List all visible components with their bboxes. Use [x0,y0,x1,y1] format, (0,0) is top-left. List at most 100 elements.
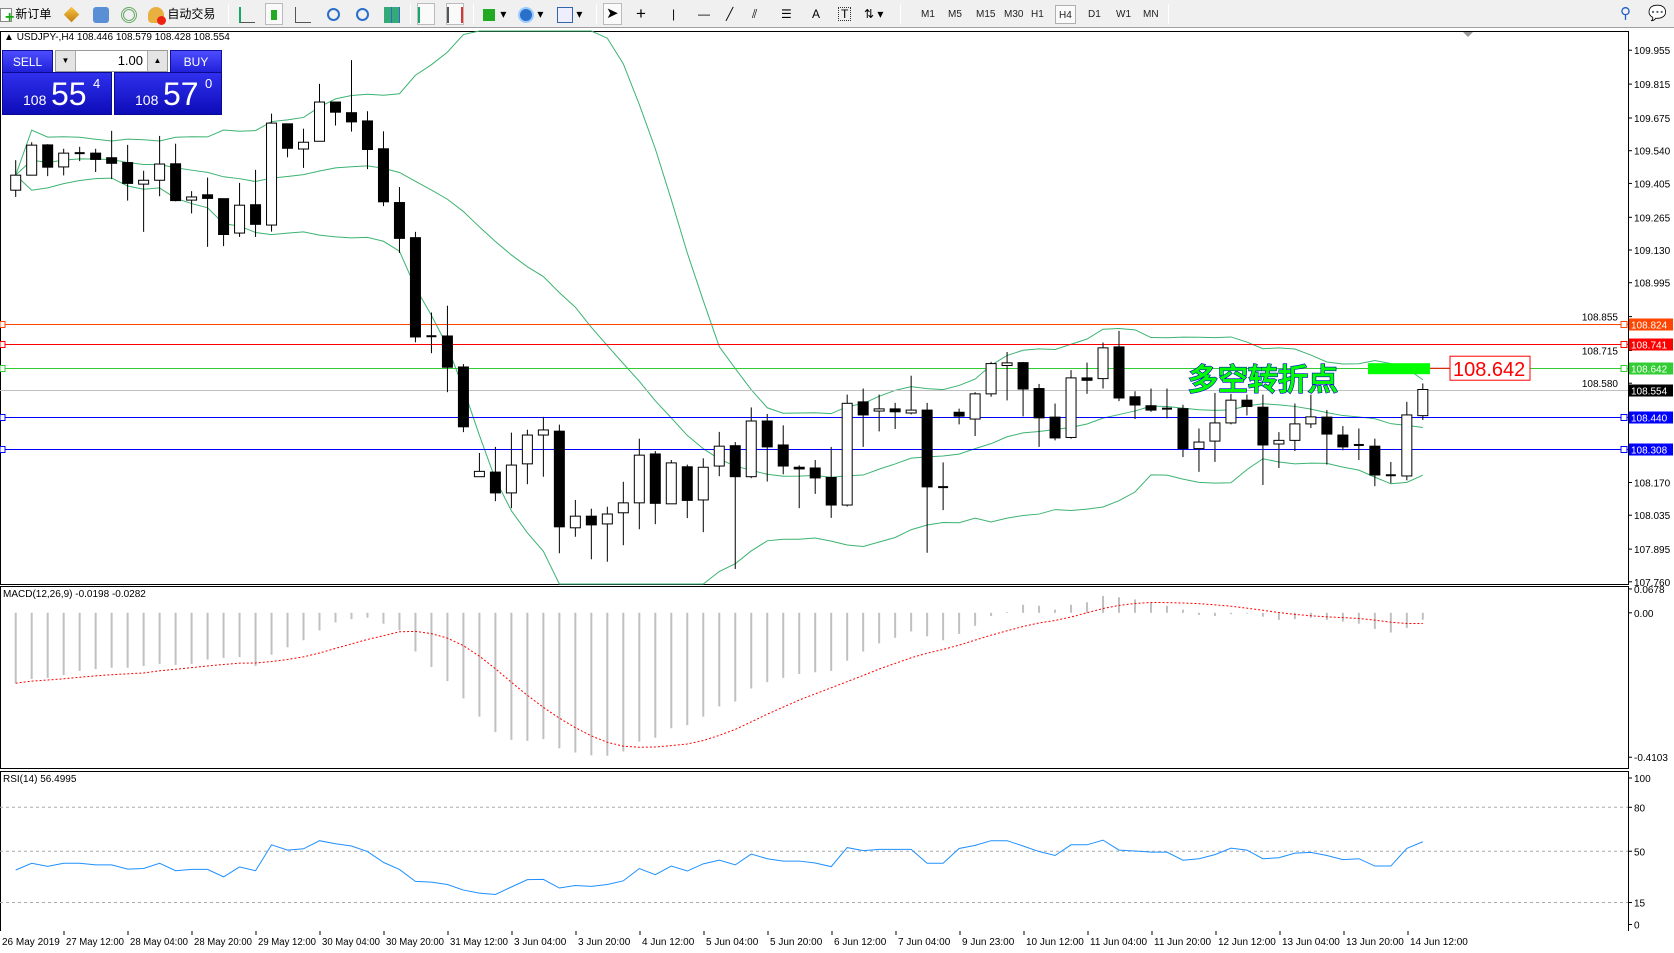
candlestick-chart-button[interactable] [265,3,283,25]
price-level-tag-label: 108.554 [1631,387,1668,398]
price-level-tag [1629,443,1673,456]
candle-body [857,401,869,416]
timeframe-m1[interactable]: M1 [921,9,935,20]
line-chart-button[interactable] [295,4,311,24]
arrows-icon: ⇅ ▾ [864,7,884,21]
candle-body [649,453,661,504]
lot-size-stepper[interactable]: ▼ 1.00 ▲ [55,50,168,72]
level-anchor [0,446,6,453]
text-label-button[interactable]: T [838,7,852,21]
text-button[interactable]: A [812,4,820,24]
chart-shift-icon [447,6,463,23]
lot-size-input[interactable]: 1.00 [117,53,143,68]
timeframe-w1[interactable]: W1 [1116,9,1131,20]
trendline-button[interactable]: ╱ [726,4,733,24]
time-tick-label: 5 Jun 20:00 [770,937,823,948]
timeframe-h1[interactable]: H1 [1031,9,1044,20]
price-tick-label: 109.955 [1634,46,1671,57]
candle-body [1145,405,1157,411]
level-anchor [0,414,6,421]
candle-body [953,411,965,417]
sell-price[interactable]: 108 55 4 [2,72,112,115]
channel-button[interactable]: ⫽ [752,4,757,24]
candle [26,142,38,176]
candle-body [250,204,262,225]
data-window-icon [93,6,109,23]
candle [1001,351,1013,401]
navigator-button[interactable] [121,4,137,24]
price-tick-label: 109.405 [1634,179,1671,190]
timeframe-m30[interactable]: M30 [1004,9,1024,20]
template-icon [557,6,573,23]
buy-button[interactable]: BUY [170,50,222,73]
timeframe-mn[interactable]: MN [1143,9,1159,20]
candle-body [1337,434,1349,448]
price-level-tag-label: 108.741 [1631,341,1668,352]
periods-button[interactable]: ▾ [518,4,543,24]
timeframe-d1[interactable]: D1 [1088,9,1101,20]
candle-body [1273,439,1285,445]
timeframe-m15[interactable]: M15 [976,9,996,20]
level-anchor [0,321,6,328]
candle [681,464,693,519]
candle [74,146,85,162]
candle-body [729,445,741,478]
candle [649,451,661,525]
candle-body [697,466,709,501]
level-anchor [1620,341,1628,348]
candle [873,394,885,432]
cursor-button[interactable]: ➤ [603,3,622,25]
horizontal-line-button[interactable]: — [698,4,710,24]
annotation-price-label: 108.642 [1453,359,1525,381]
candle-body [537,429,549,436]
price-tick-label: 109.265 [1634,213,1671,224]
data-window-button[interactable] [93,4,109,24]
candle [1369,438,1381,487]
bar-chart-button[interactable] [239,4,255,24]
auto-scroll-button[interactable] [417,3,435,25]
chat-button[interactable]: 💬 [1648,4,1667,24]
rsi-panel-frame [0,771,1629,932]
chart-shift-button[interactable] [446,3,464,25]
timeframe-m5[interactable]: M5 [948,9,962,20]
price-tick-label: 108.580 [1582,379,1619,390]
candle-body [585,515,597,526]
candle [42,144,54,177]
candlestick-icon [266,7,282,23]
crosshair-button[interactable]: + [636,4,646,24]
zoom-in-button[interactable] [327,4,340,24]
candle-body [10,174,22,191]
auto-trading-button[interactable]: 自动交易 [148,4,215,25]
candle-body [314,101,326,142]
chart-window[interactable]: 109.955 109.815 109.675 109.540 109.405 109.2… [0,28,1674,953]
candle-body [1417,389,1429,417]
new-order-button[interactable]: + 新订单 [0,4,51,25]
new-order-icon: + [0,7,14,25]
templates-button[interactable]: ▾ [557,4,582,24]
market-watch-button[interactable] [63,4,80,24]
buy-price[interactable]: 108 57 0 [114,72,222,115]
candle-body [122,162,134,184]
zoom-out-button[interactable] [356,4,369,24]
candle [1417,383,1429,421]
tile-windows-button[interactable] [384,4,400,24]
timeframe-h4[interactable]: H4 [1055,5,1076,24]
increase-lot-button[interactable]: ▲ [147,51,167,71]
arrows-button[interactable]: ⇅ ▾ [864,4,883,24]
candle-body [42,144,54,168]
decrease-lot-button[interactable]: ▼ [56,51,76,71]
macd-signal-line [15,601,1423,748]
candle-body [1049,416,1061,439]
candle [330,101,341,126]
chart-canvas[interactable]: 109.955 109.815 109.675 109.540 109.405 109.2… [0,28,1674,953]
search-button[interactable]: ⚲ [1620,4,1631,24]
candle-body [601,513,613,525]
vertical-line-button[interactable]: | [672,4,675,24]
fibonacci-button[interactable]: ☰ [781,4,792,24]
candle [1145,388,1157,412]
price-level-tag-label: 108.440 [1631,414,1668,425]
sell-button[interactable]: SELL [2,50,53,73]
candle [745,407,757,479]
indicators-button[interactable]: ▾ [481,4,506,24]
chart-header: ▲ USDJPY-,H4 108.446 108.579 108.428 108… [4,32,230,43]
